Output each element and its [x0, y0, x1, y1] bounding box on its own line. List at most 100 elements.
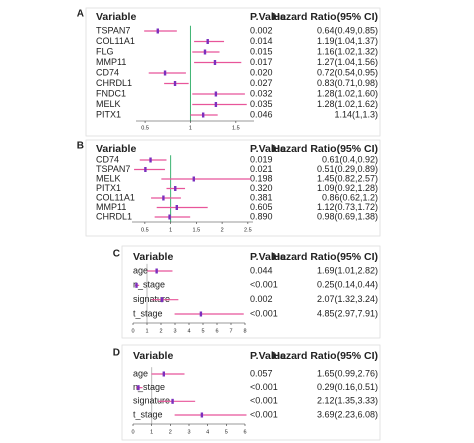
hazard-point — [135, 282, 138, 288]
variable-name: t_stage — [133, 308, 163, 318]
hazard-point — [213, 60, 217, 65]
hazard-point — [160, 297, 164, 303]
p-value: 0.021 — [250, 164, 273, 174]
panel-label: A — [77, 9, 84, 20]
x-tick-label: 2 — [159, 328, 162, 334]
hazard-point — [174, 186, 177, 191]
p-value: 0.035 — [250, 99, 273, 109]
hazard-point — [173, 81, 177, 86]
hazard-ratio: 1.14(1,1.3) — [334, 109, 378, 119]
hazard-ratio: 3.69(2.23,6.08) — [317, 409, 378, 419]
column-header: Variable — [133, 350, 173, 362]
p-value: 0.032 — [250, 88, 273, 98]
variable-name: PITX1 — [96, 183, 121, 193]
hazard-ratio: 1.27(1.04,1.56) — [317, 57, 378, 67]
p-value: <0.001 — [250, 382, 278, 392]
x-tick-label: 1.5 — [193, 227, 201, 233]
x-tick-label: 1 — [189, 125, 192, 131]
panel-label: C — [113, 249, 120, 260]
x-tick-label: 0 — [131, 328, 134, 334]
p-value: 0.017 — [250, 57, 273, 67]
x-tick-label: 4 — [206, 429, 209, 435]
variable-name: n_stage — [133, 382, 165, 392]
hazard-ratio: 1.09(0.92,1.28) — [317, 183, 378, 193]
variable-name: PITX1 — [96, 109, 121, 119]
x-tick-label: 8 — [243, 328, 246, 334]
variable-name: COL11A1 — [96, 192, 135, 202]
p-value: <0.001 — [250, 409, 278, 419]
x-tick-label: 6 — [215, 328, 218, 334]
x-tick-label: 2 — [221, 227, 224, 233]
variable-name: MELK — [96, 99, 121, 109]
variable-name: t_stage — [133, 409, 163, 419]
column-header: P.Value — [250, 11, 286, 23]
hazard-ratio: 0.86(0.62,1.2) — [322, 192, 378, 202]
hazard-point — [175, 205, 178, 210]
p-value: 0.605 — [250, 202, 273, 212]
variable-name: CD74 — [96, 67, 119, 77]
hazard-point — [163, 70, 167, 76]
p-value: <0.001 — [250, 280, 278, 290]
hazard-point — [192, 176, 195, 182]
hazard-point — [206, 39, 209, 44]
hazard-ratio: 1.65(0.99,2.76) — [317, 368, 378, 378]
x-tick-label: 0 — [131, 429, 134, 435]
p-value: 0.046 — [250, 109, 273, 119]
panel-frame — [121, 344, 381, 441]
p-value: 0.381 — [250, 192, 273, 202]
hazard-point — [162, 371, 165, 377]
hazard-ratio: 1.45(0.82,2.57) — [317, 173, 378, 183]
variable-name: MMP11 — [96, 202, 126, 212]
hazard-ratio: 4.85(2.97,7.91) — [317, 308, 378, 318]
p-value: 0.020 — [250, 67, 273, 77]
p-value: <0.001 — [250, 396, 278, 406]
variable-name: MMP11 — [96, 57, 126, 67]
hazard-point — [137, 385, 140, 391]
column-header: Hazard Ratio(95% CI) — [272, 11, 378, 23]
hazard-ratio: 0.29(0.16,0.51) — [317, 382, 378, 392]
p-value: 0.027 — [250, 78, 273, 88]
panel-label: B — [77, 141, 84, 152]
variable-name: age — [133, 368, 148, 378]
column-header: P.Value — [250, 251, 286, 263]
hazard-ratio: 2.07(1.32,3.24) — [317, 294, 378, 304]
hazard-point — [171, 398, 174, 404]
hazard-point — [199, 311, 203, 317]
hazard-point — [156, 28, 159, 34]
hazard-ratio: 0.25(0.14,0.44) — [317, 280, 378, 290]
column-header: Hazard Ratio(95% CI) — [272, 143, 378, 155]
x-tick-label: 5 — [201, 328, 204, 334]
p-value: 0.002 — [250, 25, 273, 35]
column-header: P.Value — [250, 350, 286, 362]
hazard-ratio: 1.16(1.02,1.32) — [317, 46, 378, 56]
x-tick-label: 2.5 — [244, 227, 252, 233]
x-tick-label: 1 — [150, 429, 153, 435]
variable-name: n_stage — [133, 280, 165, 290]
x-tick-label: 3 — [173, 328, 176, 334]
p-value: 0.014 — [250, 36, 273, 46]
variable-name: age — [133, 265, 148, 275]
p-value: 0.044 — [250, 265, 273, 275]
hazard-point — [203, 49, 207, 55]
hazard-point — [155, 268, 158, 274]
hazard-ratio: 1.28(1.02,1.60) — [317, 88, 378, 98]
variable-name: COL11A1 — [96, 36, 135, 46]
column-header: Variable — [96, 143, 136, 155]
p-value: 0.015 — [250, 46, 273, 56]
hazard-ratio: 1.28(1.02,1.62) — [317, 99, 378, 109]
hazard-point — [200, 412, 204, 418]
column-header: Hazard Ratio(95% CI) — [272, 350, 378, 362]
hazard-ratio: 1.12(0.73,1.72) — [317, 202, 378, 212]
column-header: Variable — [96, 11, 136, 23]
hazard-ratio: 0.72(0.54,0.95) — [317, 67, 378, 77]
hazard-ratio: 0.64(0.49,0.85) — [317, 25, 378, 35]
variable-name: TSPAN7 — [96, 25, 130, 35]
x-tick-label: 0.5 — [141, 227, 149, 233]
x-tick-label: 0.5 — [141, 125, 149, 131]
p-value: 0.002 — [250, 294, 273, 304]
panel-label: D — [113, 348, 120, 359]
p-value: 0.057 — [250, 368, 273, 378]
column-header: P.Value — [250, 143, 286, 155]
x-tick-label: 5 — [225, 429, 228, 435]
